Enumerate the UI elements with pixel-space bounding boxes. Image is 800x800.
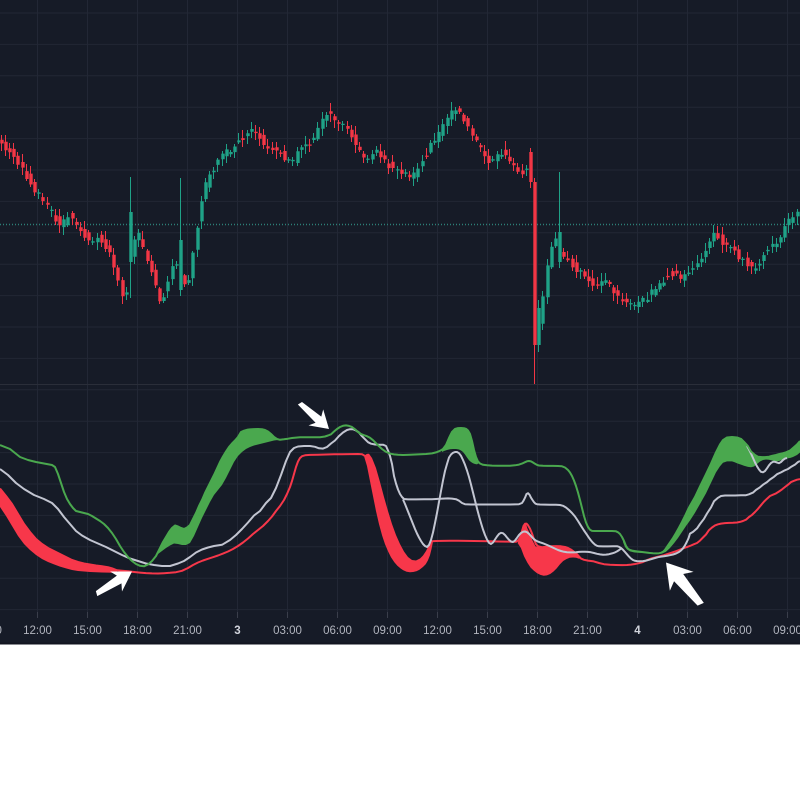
svg-text:06:00: 06:00	[723, 625, 752, 637]
svg-text:12:00: 12:00	[23, 625, 52, 637]
svg-text:15:00: 15:00	[73, 625, 102, 637]
svg-text:06:00: 06:00	[323, 625, 352, 637]
svg-text:4: 4	[634, 625, 641, 637]
svg-text:09:00: 09:00	[0, 625, 2, 637]
svg-text:15:00: 15:00	[473, 625, 502, 637]
svg-text:09:00: 09:00	[373, 625, 402, 637]
svg-text:12:00: 12:00	[423, 625, 452, 637]
svg-text:03:00: 03:00	[673, 625, 702, 637]
svg-text:3: 3	[234, 625, 240, 637]
svg-text:21:00: 21:00	[173, 625, 202, 637]
svg-text:03:00: 03:00	[273, 625, 302, 637]
svg-text:09:00: 09:00	[773, 625, 800, 637]
svg-text:21:00: 21:00	[573, 625, 602, 637]
svg-text:18:00: 18:00	[123, 625, 152, 637]
svg-text:18:00: 18:00	[523, 625, 552, 637]
